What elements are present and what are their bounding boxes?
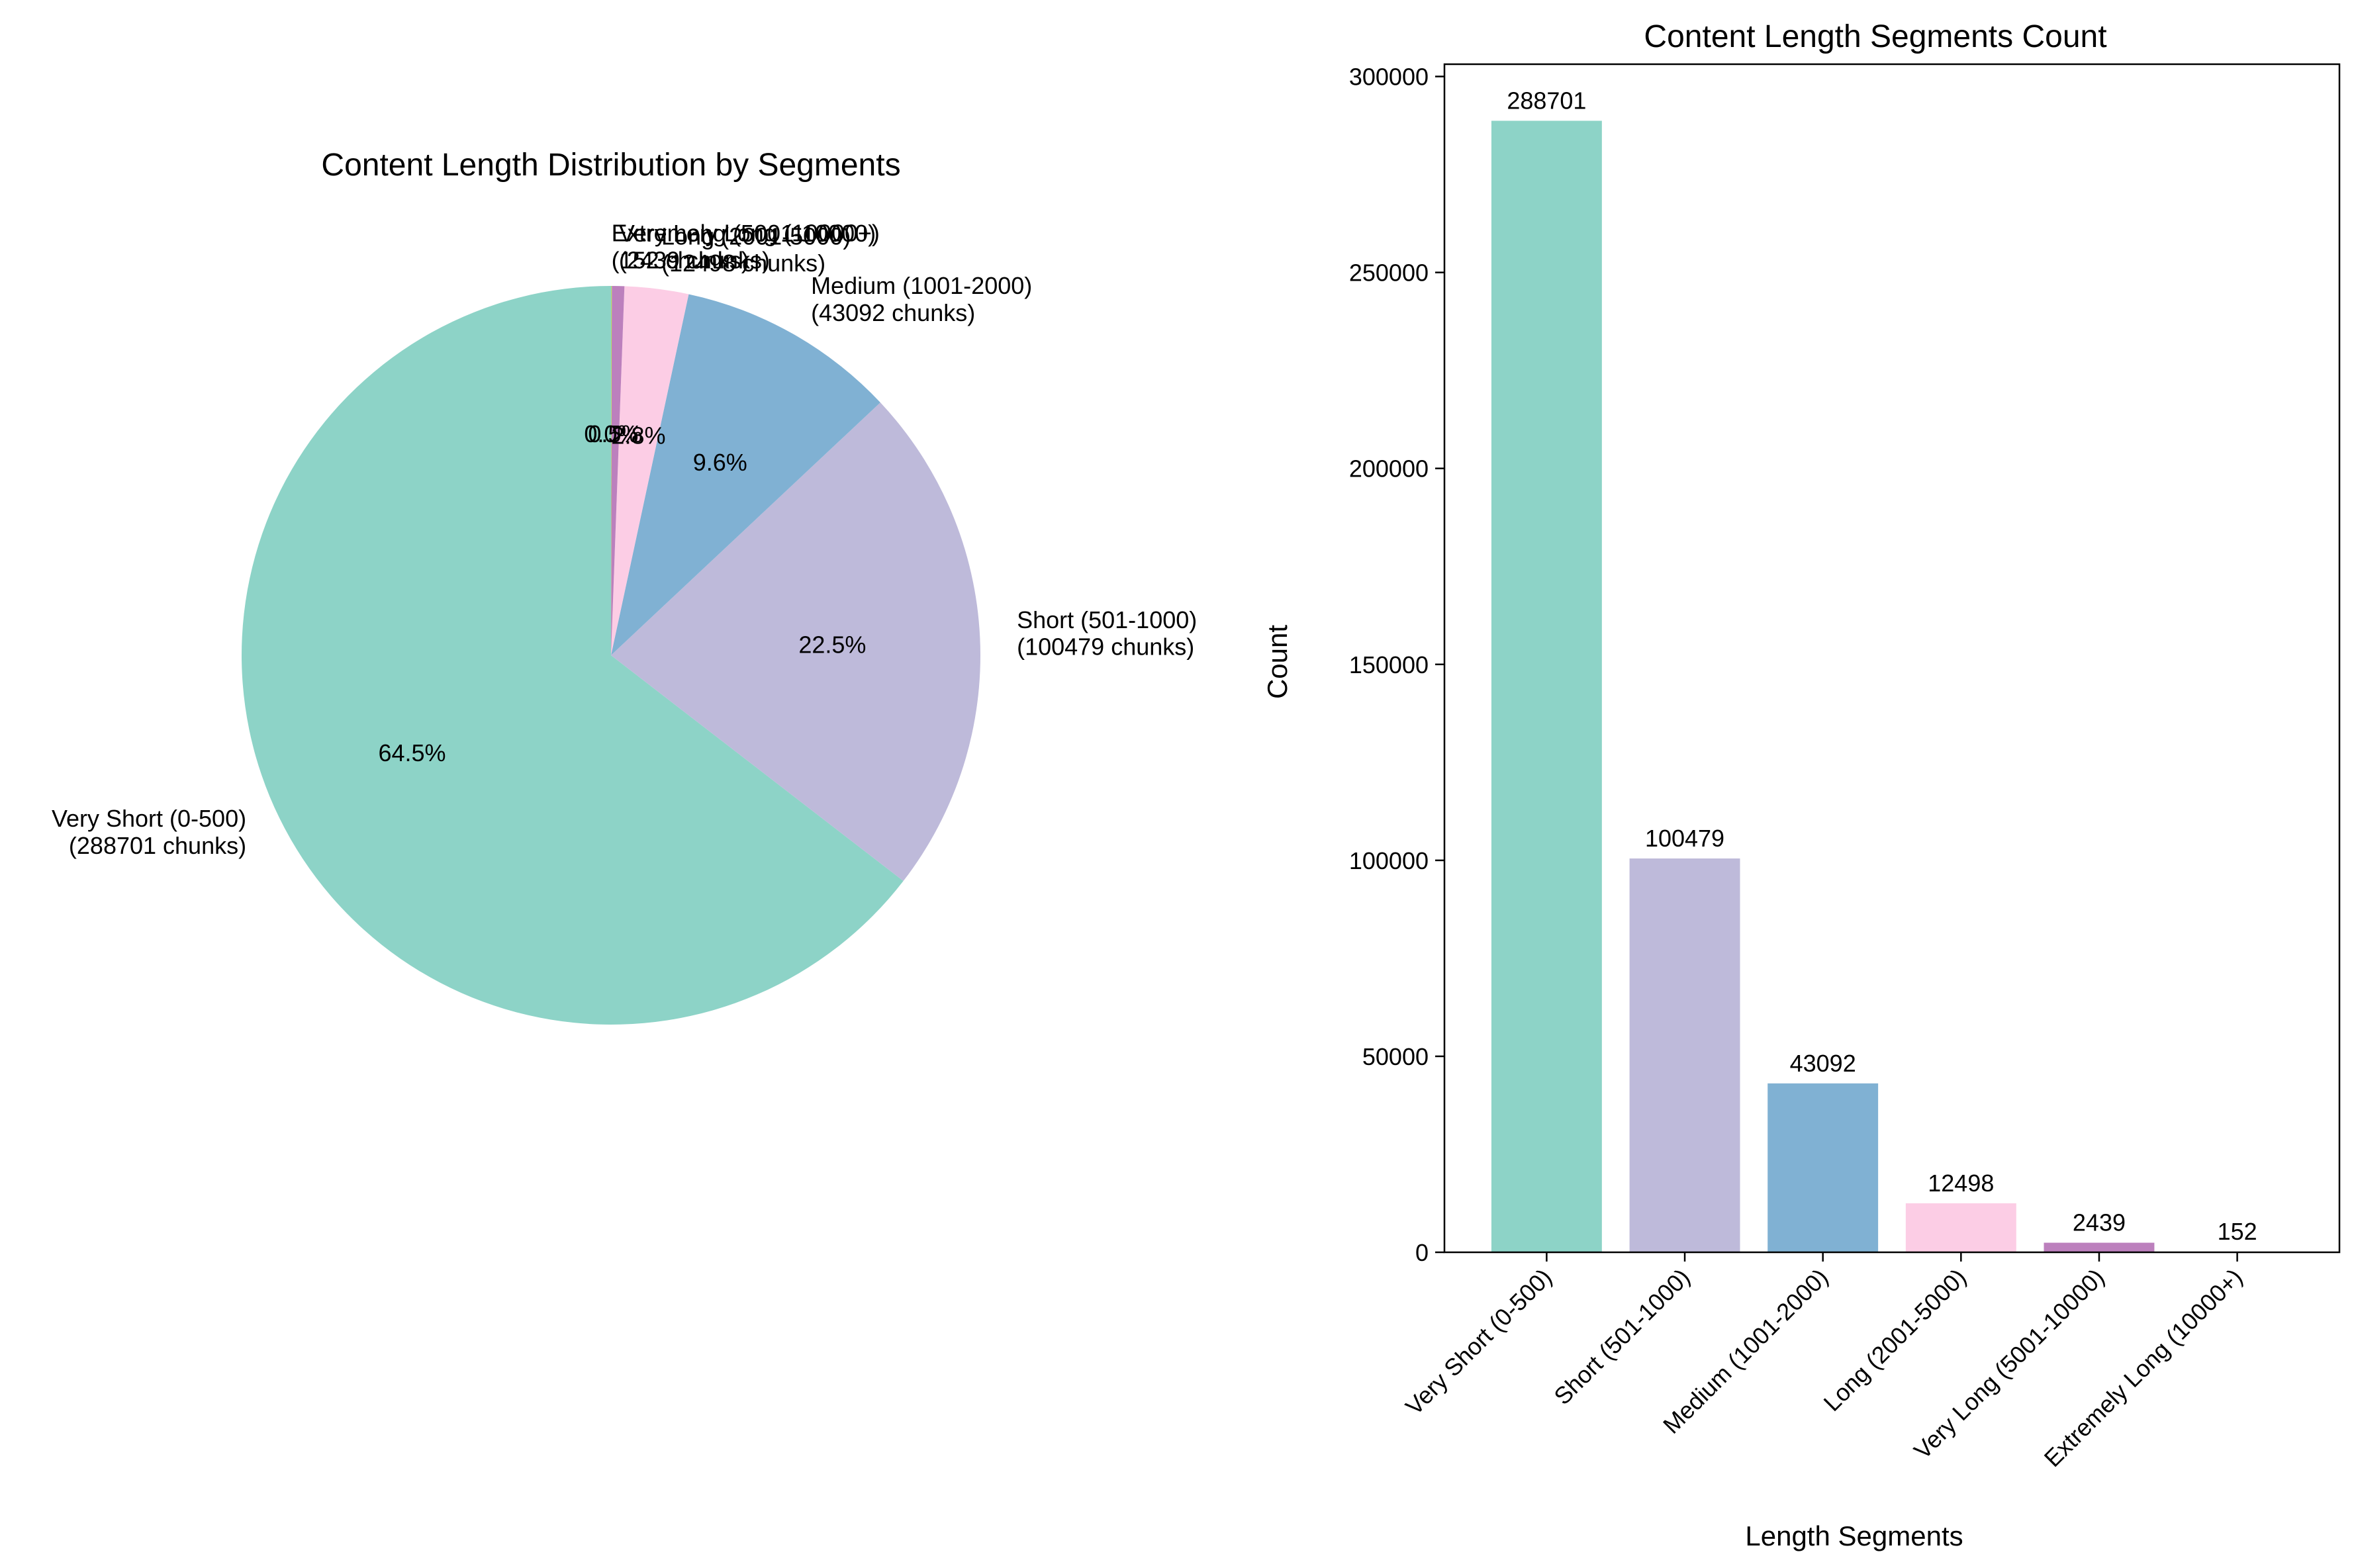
pie-slice-extremely-long-10000 — [611, 286, 612, 655]
y-tick-label: 200000 — [1349, 455, 1429, 483]
pie-slice-short-501-1000 — [611, 402, 981, 882]
pie-label-short-501-1000: Short (501-1000) (100479 chunks) — [1017, 606, 1197, 661]
pie-chart: Content Length Distribution by Segments … — [52, 148, 1197, 1025]
pie-pct-very-short-0-500: 64.5% — [378, 739, 446, 766]
x-axis-label: Length Segments — [1745, 1520, 1963, 1551]
y-axis-label: Count — [1262, 625, 1293, 699]
pie-pct-short-501-1000: 22.5% — [798, 631, 866, 659]
bar-value-label-extremely-long-10000: 152 — [2218, 1218, 2257, 1245]
bar-medium-1001-2000 — [1767, 1083, 1879, 1252]
x-axis: Very Short (0-500)Short (501-1000)Medium… — [1400, 1252, 2247, 1472]
pie-slice-very-long-5001-10000 — [611, 286, 625, 655]
bar-value-labels: 288701 100479 43092 12498 2439 152 — [1507, 87, 2257, 1245]
pie-slice-medium-1001-2000 — [611, 294, 880, 656]
pie-pct-extremely-long-10000: 0.0% — [584, 420, 638, 447]
pie-pct-long-2001-5000: 2.8% — [611, 422, 665, 449]
pie-slices — [242, 286, 981, 1025]
pie-label-very-short-0-500: Very Short (0-500) (288701 chunks) — [52, 805, 246, 859]
pie-label-very-long-5001-10000: Very Long (5001-10000) (2439 chunks) — [619, 220, 876, 274]
bar-very-short-0-500 — [1491, 120, 1602, 1252]
y-tick-label: 300000 — [1349, 64, 1429, 91]
pie-label-extremely-long-10000: Extremely Long (10000+) (152 chunks) — [612, 220, 880, 274]
bar-value-label-long-2001-5000: 12498 — [1928, 1170, 1994, 1197]
bar-value-label-medium-1001-2000: 43092 — [1790, 1050, 1856, 1077]
y-tick-label: 150000 — [1349, 651, 1429, 678]
y-axis: 0 50000 100000 150000 200000 250000 300000 — [1349, 64, 1444, 1266]
bar-series — [1491, 120, 2293, 1252]
pie-label-long-2001-5000: Long (2001-5000) (12498 chunks) — [661, 222, 851, 277]
bar-value-label-very-short-0-500: 288701 — [1507, 87, 1586, 114]
plot-frame — [1443, 63, 2341, 1254]
pie-label-medium-1001-2000: Medium (1001-2000) (43092 chunks) — [811, 272, 1032, 326]
y-tick-label: 100000 — [1349, 847, 1429, 874]
bar-short-501-1000 — [1629, 858, 1740, 1252]
bar-long-2001-5000 — [1905, 1203, 2016, 1252]
y-tick-label: 0 — [1415, 1239, 1429, 1266]
pie-slice-long-2001-5000 — [611, 286, 689, 655]
bar-very-long-5001-10000 — [2044, 1242, 2155, 1252]
pie-pct-very-long-5001-10000: 0.5% — [588, 420, 642, 447]
pie-slice-very-short-0-500 — [242, 286, 904, 1025]
y-tick-label: 250000 — [1349, 259, 1429, 287]
y-tick-label: 50000 — [1362, 1043, 1429, 1070]
x-tick-label-very-short-0-500: Very Short (0-500) — [1400, 1264, 1557, 1420]
pie-labels: Very Short (0-500) (288701 chunks) 64.5% Sh… — [52, 220, 1197, 859]
x-tick-label-long-2001-5000: Long (2001-5000) — [1818, 1264, 1971, 1416]
bar-chart: Content Length Segments Count 288701 1004… — [1262, 19, 2341, 1551]
bar-value-label-short-501-1000: 100479 — [1645, 825, 1724, 852]
x-tick-label-short-501-1000: Short (501-1000) — [1548, 1264, 1695, 1410]
pie-pct-medium-1001-2000: 9.6% — [693, 449, 747, 476]
bar-title: Content Length Segments Count — [1644, 19, 2106, 54]
bar-value-label-very-long-5001-10000: 2439 — [2073, 1209, 2126, 1236]
pie-title: Content Length Distribution by Segments — [321, 148, 900, 183]
